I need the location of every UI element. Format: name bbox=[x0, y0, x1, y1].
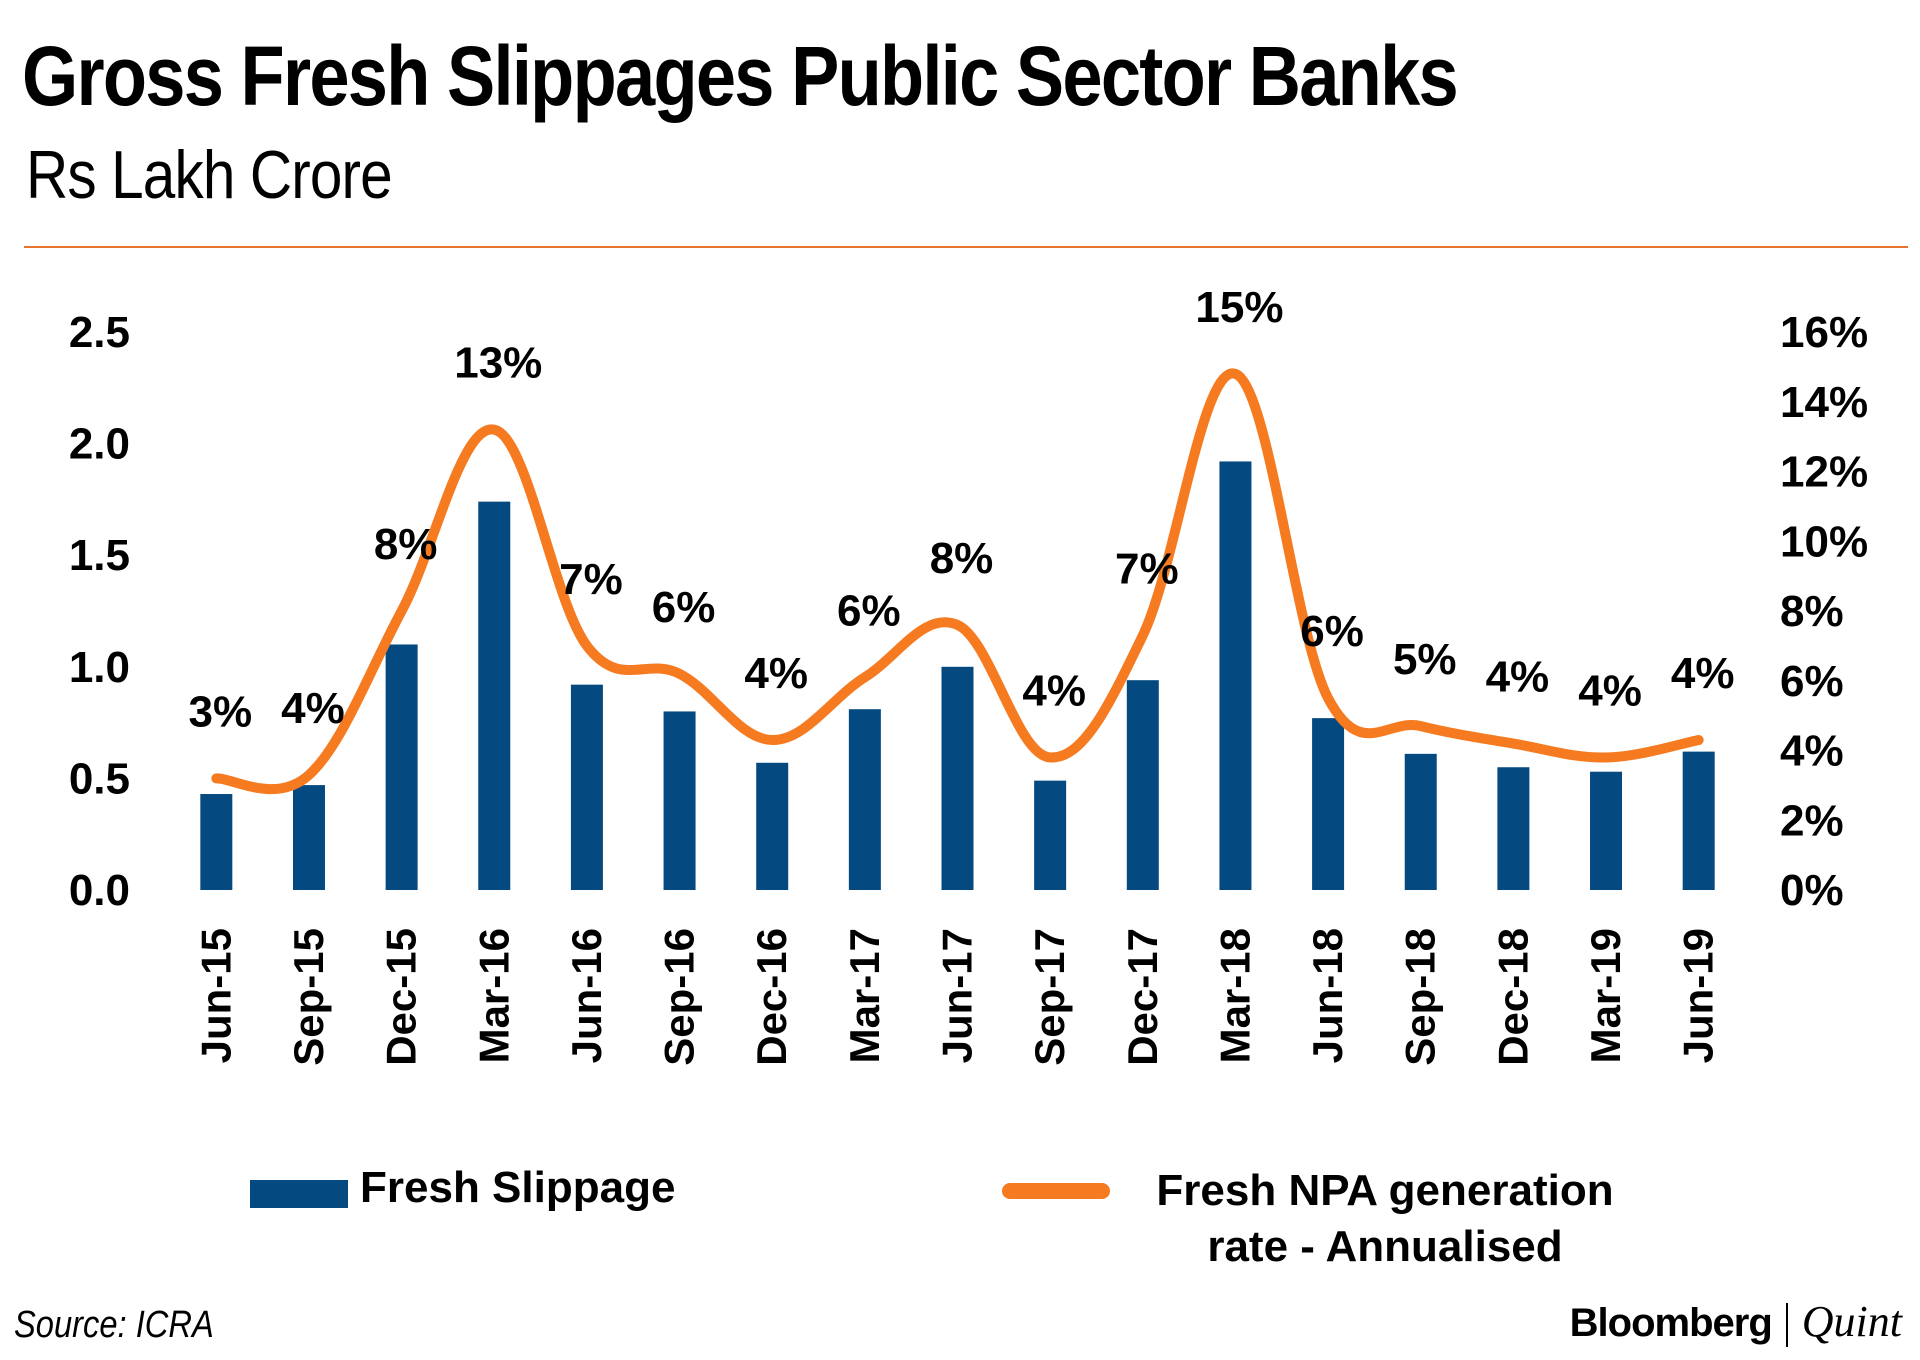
x-tick-Mar-17: Mar-17 bbox=[841, 928, 888, 1063]
legend-line-swatch bbox=[1002, 1183, 1110, 1199]
bar-Sep-18 bbox=[1404, 753, 1437, 890]
rate-label-Jun-18: 6% bbox=[1300, 607, 1364, 656]
bar-Jun-19 bbox=[1682, 751, 1715, 890]
x-tick-Mar-18: Mar-18 bbox=[1211, 928, 1258, 1063]
x-tick-Dec-18: Dec-18 bbox=[1489, 928, 1536, 1066]
x-tick-Sep-16: Sep-16 bbox=[656, 928, 703, 1066]
chart-subtitle: Rs Lakh Crore bbox=[26, 137, 393, 213]
x-tick-Sep-17: Sep-17 bbox=[1026, 928, 1073, 1066]
legend-bar-swatch bbox=[250, 1180, 348, 1208]
bar-Jun-18 bbox=[1312, 718, 1345, 890]
bar-Sep-17 bbox=[1034, 780, 1067, 890]
right-axis-tick: 4% bbox=[1780, 727, 1844, 776]
brand-primary: Bloomberg bbox=[1569, 1301, 1773, 1345]
x-tick-Sep-18: Sep-18 bbox=[1397, 928, 1444, 1066]
x-tick-Jun-16: Jun-16 bbox=[563, 928, 610, 1063]
right-axis-tick: 12% bbox=[1780, 448, 1868, 497]
right-axis-tick: 16% bbox=[1780, 308, 1868, 357]
right-axis-tick: 0% bbox=[1780, 866, 1844, 915]
right-axis-tick: 14% bbox=[1780, 378, 1868, 427]
bar-Sep-16 bbox=[663, 711, 696, 890]
rate-label-Mar-16: 13% bbox=[454, 339, 542, 388]
rate-label-Sep-16: 6% bbox=[652, 583, 716, 632]
rate-label-Dec-18: 4% bbox=[1486, 653, 1550, 702]
left-axis-tick: 1.0 bbox=[69, 643, 130, 692]
x-tick-Jun-15: Jun-15 bbox=[192, 928, 239, 1063]
rate-label-Mar-18: 15% bbox=[1195, 283, 1283, 332]
bar-Jun-17 bbox=[941, 666, 974, 890]
brand-secondary: Quint bbox=[1801, 1297, 1902, 1346]
legend-line-label: Fresh NPA generation rate - Annualised bbox=[1156, 1166, 1614, 1271]
x-tick-Mar-19: Mar-19 bbox=[1582, 928, 1629, 1063]
rate-label-Dec-17: 7% bbox=[1115, 544, 1179, 593]
rate-label-Jun-17: 8% bbox=[930, 534, 994, 583]
legend-bar-label: Fresh Slippage bbox=[360, 1163, 676, 1212]
right-axis-tick: 2% bbox=[1780, 796, 1844, 845]
x-tick-Dec-16: Dec-16 bbox=[748, 928, 795, 1066]
bar-Mar-16 bbox=[478, 501, 511, 890]
bar-Jun-16 bbox=[570, 684, 603, 890]
x-tick-Jun-19: Jun-19 bbox=[1675, 928, 1722, 1063]
brand-logo: Bloomberg Quint bbox=[1569, 1296, 1902, 1348]
rate-label-Sep-17: 4% bbox=[1022, 666, 1086, 715]
left-axis-tick: 0.0 bbox=[69, 866, 130, 915]
npa-rate-line bbox=[211, 368, 1704, 795]
rate-label-Jun-15: 3% bbox=[189, 687, 253, 736]
rate-label-Mar-17: 6% bbox=[837, 586, 901, 635]
left-axis-tick: 1.5 bbox=[69, 531, 130, 580]
x-tick-Jun-17: Jun-17 bbox=[934, 928, 981, 1063]
combo-chart: 0.0 0.5 1.0 1.5 2.0 2.5 0% 2% 4% 6% 8% 10% 12% 14% 16… bbox=[69, 283, 1868, 1066]
right-y-axis: 0% 2% 4% 6% 8% 10% 12% 14% 16% bbox=[1780, 308, 1868, 915]
x-tick-Dec-17: Dec-17 bbox=[1119, 928, 1166, 1066]
bar-Mar-18 bbox=[1219, 461, 1252, 890]
fresh-slippage-bars bbox=[200, 461, 1715, 890]
npa-rate-labels: 3% 4% 8% 13% 7% 6% 4% 6% 8% 4% 7% 15% 6% 5% 4% 4% 4% bbox=[189, 283, 1735, 737]
x-tick-Jun-18: Jun-18 bbox=[1304, 928, 1351, 1063]
right-axis-tick: 8% bbox=[1780, 587, 1844, 636]
left-axis-tick: 0.5 bbox=[69, 754, 130, 803]
rate-label-Sep-15: 4% bbox=[281, 684, 345, 733]
x-axis-ticks: Jun-15 Sep-15 Dec-15 Mar-16 Jun-16 Sep-16 Dec-… bbox=[192, 928, 1721, 1066]
rate-label-Mar-19: 4% bbox=[1578, 666, 1642, 715]
bar-Mar-19 bbox=[1590, 771, 1623, 890]
rate-label-Sep-18: 5% bbox=[1393, 635, 1457, 684]
brand-separator bbox=[1785, 1303, 1788, 1348]
left-axis-tick: 2.0 bbox=[69, 420, 130, 469]
bar-Dec-18 bbox=[1497, 767, 1530, 890]
x-tick-Dec-15: Dec-15 bbox=[378, 928, 425, 1066]
left-axis-tick: 2.5 bbox=[69, 308, 130, 357]
x-tick-Mar-16: Mar-16 bbox=[470, 928, 517, 1063]
chart-title: Gross Fresh Slippages Public Sector Bank… bbox=[22, 29, 1459, 123]
rate-label-Jun-16: 7% bbox=[559, 555, 623, 604]
bar-Mar-17 bbox=[848, 709, 881, 890]
right-axis-tick: 6% bbox=[1780, 657, 1844, 706]
x-tick-Sep-15: Sep-15 bbox=[285, 928, 332, 1066]
source-note: Source: ICRA bbox=[14, 1304, 214, 1346]
rate-label-Jun-19: 4% bbox=[1671, 649, 1735, 698]
bar-Dec-15 bbox=[385, 644, 418, 890]
bar-Dec-16 bbox=[756, 762, 789, 890]
rate-label-Dec-16: 4% bbox=[744, 649, 808, 698]
left-y-axis: 0.0 0.5 1.0 1.5 2.0 2.5 bbox=[69, 308, 130, 915]
bar-Sep-15 bbox=[292, 785, 325, 890]
bar-Dec-17 bbox=[1126, 680, 1159, 890]
right-axis-tick: 10% bbox=[1780, 517, 1868, 566]
title-divider bbox=[24, 246, 1908, 248]
bar-Jun-15 bbox=[200, 794, 233, 890]
rate-label-Dec-15: 8% bbox=[374, 520, 438, 569]
